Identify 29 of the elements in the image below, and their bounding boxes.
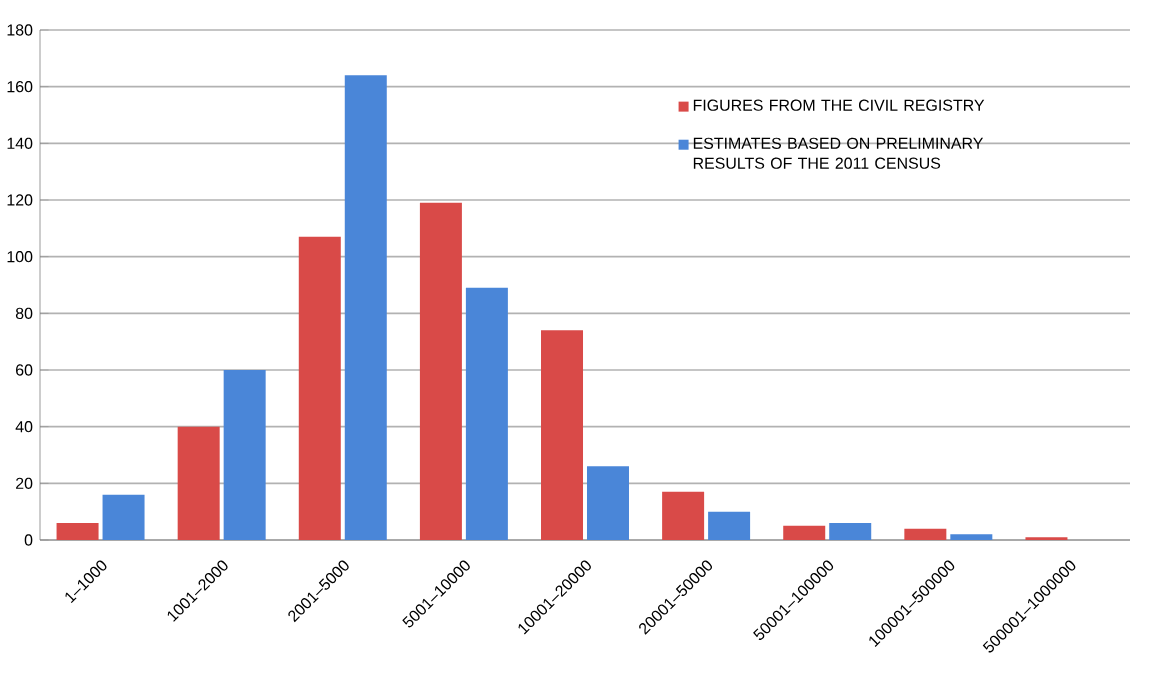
bar	[465, 287, 508, 540]
bar	[541, 330, 584, 540]
y-tick-label: 20	[16, 477, 33, 489]
bar	[102, 494, 145, 540]
bar	[950, 534, 993, 540]
bar	[904, 528, 947, 540]
y-tick-label: 160	[7, 81, 33, 93]
y-tick-label: 140	[7, 137, 33, 149]
y-tick-label: 40	[15, 421, 33, 433]
bar	[586, 466, 629, 540]
legend-label: FIGURES FROM THE CIVIL REGISTRY	[693, 99, 985, 111]
bar	[783, 525, 826, 540]
legend-label: ESTIMATES BASED ON PRELIMINARY RESULTS OF THE 2011 CENSUS	[693, 137, 984, 169]
bar	[708, 511, 751, 540]
bar	[344, 75, 387, 540]
bar	[829, 523, 872, 540]
y-tick-label: 80	[15, 307, 33, 319]
y-tick-label: 180	[7, 24, 33, 36]
bar	[56, 523, 99, 540]
y-tick-label: 60	[16, 364, 33, 376]
bar	[298, 236, 341, 540]
y-tick-label: 100	[7, 251, 33, 263]
y-tick-label: 0	[24, 534, 33, 546]
bar	[1025, 537, 1068, 540]
bar	[177, 426, 220, 540]
bar	[223, 370, 266, 540]
y-tick-label: 120	[7, 194, 33, 206]
bar	[662, 491, 705, 540]
bar	[419, 202, 462, 540]
